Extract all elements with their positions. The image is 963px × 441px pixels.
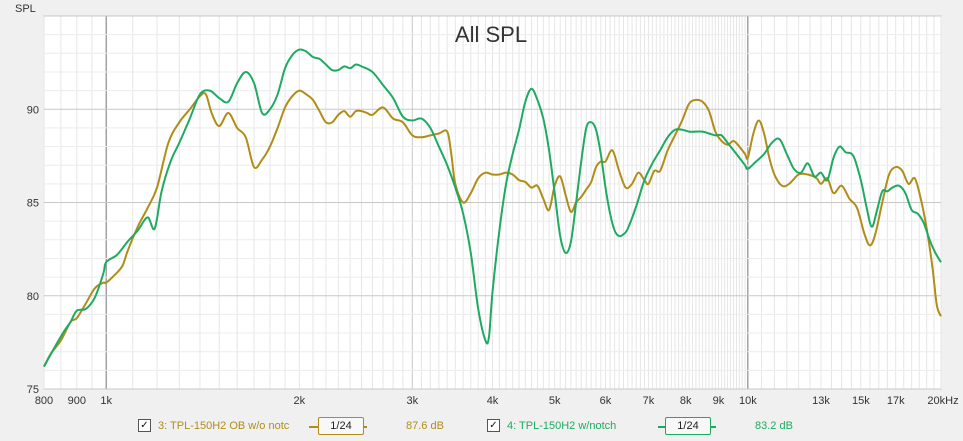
x-tick-label: 4k xyxy=(487,395,499,407)
series-3-checkbox[interactable]: ✓ xyxy=(138,419,151,432)
x-tick-label: 17k xyxy=(887,395,905,407)
x-tick-label: 8k xyxy=(680,395,692,407)
x-tick-label: 6k xyxy=(600,395,612,407)
series-4-checkbox[interactable]: ✓ xyxy=(487,419,500,432)
series-layer xyxy=(43,48,942,368)
x-tick-label: 9k xyxy=(713,395,725,407)
chart-title: All SPL xyxy=(455,22,527,47)
x-tick-label: 2k xyxy=(294,395,306,407)
series-3-label: 3: TPL-150H2 OB w/o notc xyxy=(158,420,290,432)
legend: ✓ 3: TPL-150H2 OB w/o notc 1/24 87.6 dB … xyxy=(0,414,963,440)
x-tick-label: 900 xyxy=(68,395,86,407)
spl-chart: 75 80 85 90 800 900 1k 2k 3k 4k 5k 6k 7k 8k 9k 10k 13k 15… xyxy=(15,3,959,407)
x-tick-label: 800 xyxy=(35,395,53,407)
y-tick-label: 80 xyxy=(27,291,39,303)
y-tick-label: 90 xyxy=(27,104,39,116)
x-tick-label: 20kHz xyxy=(927,395,958,407)
series-3-value: 87.6 dB xyxy=(406,420,444,432)
series-4-value: 83.2 dB xyxy=(755,420,793,432)
x-tick-label: 13k xyxy=(812,395,830,407)
y-axis-label: SPL xyxy=(15,3,36,15)
y-tick-label: 85 xyxy=(27,198,39,210)
x-tick-label: 5k xyxy=(549,395,561,407)
y-tick-label: 75 xyxy=(27,384,39,396)
x-tick-label: 7k xyxy=(643,395,655,407)
series-line-3 xyxy=(43,89,942,368)
series-4-smoothing-button[interactable]: 1/24 xyxy=(665,417,711,435)
x-tick-label: 3k xyxy=(407,395,419,407)
x-tick-label: 15k xyxy=(852,395,870,407)
series-3-smoothing-button[interactable]: 1/24 xyxy=(318,417,364,435)
tick-label-layer: 75 80 85 90 800 900 1k 2k 3k 4k 5k 6k 7k 8k 9k 10k 13k 15… xyxy=(27,104,959,407)
x-tick-label: 10k xyxy=(739,395,757,407)
series-line-4 xyxy=(43,48,942,368)
x-tick-label: 1k xyxy=(100,395,112,407)
series-4-label: 4: TPL-150H2 w/notch xyxy=(507,420,617,432)
grid-layer xyxy=(43,15,942,390)
